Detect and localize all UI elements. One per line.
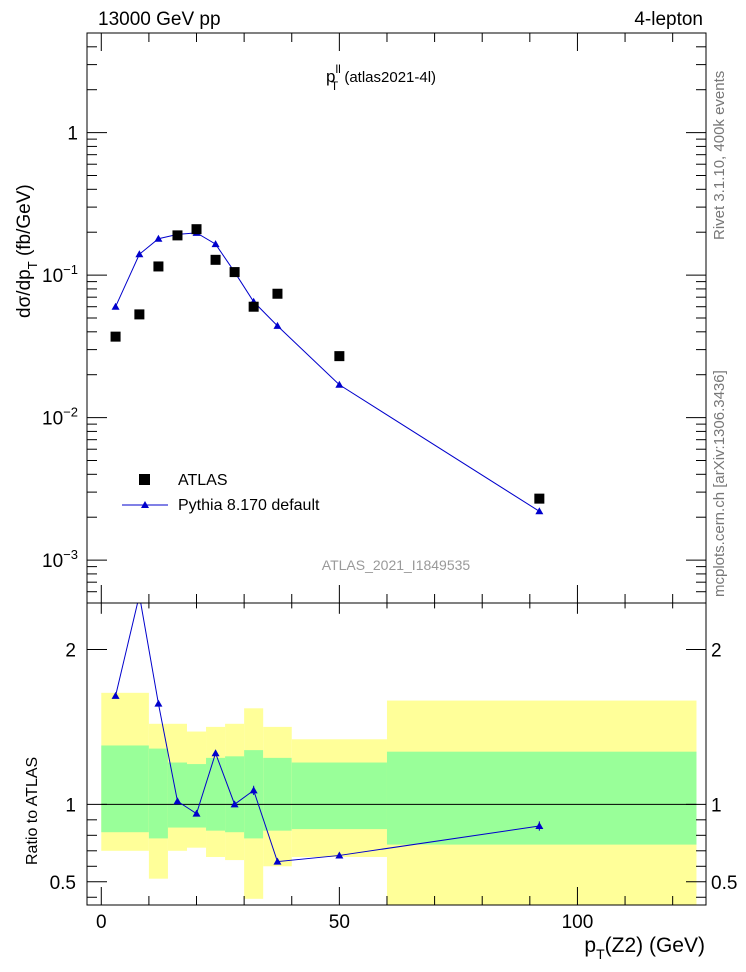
ratio-panel-series xyxy=(111,591,544,865)
ratio-point xyxy=(192,809,201,817)
mcplots-citation-label: mcplots.cern.ch [arXiv:1306.3436] xyxy=(711,370,728,597)
atlas-point xyxy=(134,309,145,320)
x-tick-label: 0 xyxy=(96,912,107,933)
main-y-tick-label: 10−1 xyxy=(42,262,78,287)
ratio-point xyxy=(249,786,258,794)
header-right: 4-lepton xyxy=(634,9,703,30)
main-y-tick-label: 10−3 xyxy=(42,547,78,572)
ratio-y-tick-label-left: 1 xyxy=(65,795,76,816)
pythia-point xyxy=(135,250,144,258)
x-tick-label: 100 xyxy=(562,912,594,933)
ratio-band-inner xyxy=(291,762,387,830)
pythia-point xyxy=(535,507,544,515)
atlas-point xyxy=(210,254,221,265)
pythia-point xyxy=(111,302,120,310)
ratio-band-inner xyxy=(206,757,226,831)
ratio-band-inner xyxy=(167,762,187,828)
ratio-point xyxy=(154,699,163,707)
ratio-panel-frame xyxy=(86,602,707,906)
ratio-y-tick-label-right: 2 xyxy=(711,640,722,661)
legend-atlas-label: ATLAS xyxy=(178,472,228,489)
legend: ATLAS Pythia 8.170 default xyxy=(122,472,320,514)
atlas-point xyxy=(110,331,121,342)
header-left: 13000 GeV pp xyxy=(98,9,221,30)
ratio-band-inner xyxy=(386,751,697,845)
x-tick-label: 50 xyxy=(329,912,350,933)
pythia-point xyxy=(211,240,220,248)
ratio-uncertainty-bands xyxy=(101,692,697,905)
atlas-point xyxy=(334,351,345,362)
atlas-point xyxy=(172,230,183,241)
rivet-version-label: Rivet 3.1.10, 400k events xyxy=(711,71,728,240)
atlas-point xyxy=(229,267,240,278)
ratio-point xyxy=(111,691,120,699)
atlas-point xyxy=(153,261,164,272)
ratio-band-inner xyxy=(101,745,149,833)
main-y-axis-label: dσ/dpT (fb/GeV) xyxy=(14,184,40,318)
main-y-tick-label: 10−2 xyxy=(42,405,78,430)
ratio-point xyxy=(211,749,220,757)
pythia-line xyxy=(115,232,540,512)
axis-ticks: 10−3 10−2 10−1 1 0 50 100 0.5 0.5 1 1 2 2 xyxy=(42,32,737,933)
ratio-band-inner xyxy=(263,757,292,831)
ratio-point xyxy=(230,800,239,808)
ratio-point xyxy=(173,797,182,805)
ratio-band-inner xyxy=(148,748,168,839)
main-panel-frame xyxy=(86,32,707,604)
pythia-point xyxy=(273,321,282,329)
atlas-point xyxy=(191,224,202,235)
ratio-point xyxy=(535,822,544,830)
pythia-point xyxy=(335,380,344,388)
main-y-tick-label: 1 xyxy=(67,124,78,145)
ratio-y-tick-label-right: 0.5 xyxy=(711,873,737,894)
legend-atlas-marker xyxy=(139,474,150,485)
legend-pythia-marker xyxy=(141,501,149,508)
analysis-watermark: ATLAS_2021_I1849535 xyxy=(322,557,471,573)
pythia-point xyxy=(154,234,163,242)
atlas-point xyxy=(272,288,283,299)
ratio-band-inner xyxy=(225,756,245,833)
main-panel-series xyxy=(110,224,545,515)
main-title: pll T (atlas2021-4l) xyxy=(326,62,436,93)
ratio-point xyxy=(273,857,282,865)
x-axis-label: pT(Z2) (GeV) xyxy=(584,934,705,962)
ratio-y-tick-label-left: 2 xyxy=(65,640,76,661)
ratio-band-inner xyxy=(186,764,207,828)
ratio-y-axis-label: Ratio to ATLAS xyxy=(24,757,41,865)
ratio-point xyxy=(335,851,344,859)
ratio-y-tick-label-left: 0.5 xyxy=(50,873,76,894)
atlas-point xyxy=(248,301,259,312)
legend-pythia-label: Pythia 8.170 default xyxy=(178,497,320,514)
ratio-y-tick-label-right: 1 xyxy=(711,795,722,816)
ratio-point xyxy=(135,591,143,598)
atlas-point xyxy=(534,493,545,504)
